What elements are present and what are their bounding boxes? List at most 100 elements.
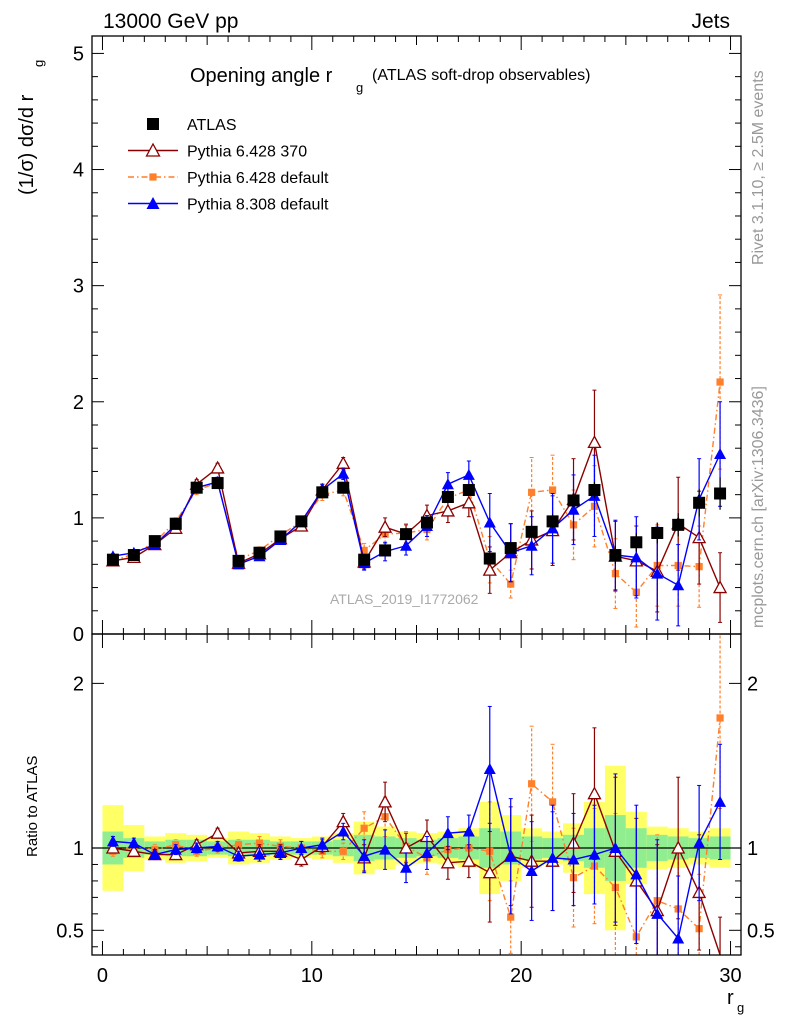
data-point (672, 518, 685, 531)
data-point (507, 913, 515, 921)
data-point (379, 843, 392, 855)
ratio-panel: 0 10 20 30 0.5 0.5 1 1 2 2 (56, 633, 775, 987)
data-point (714, 487, 727, 500)
main-ylabel: (1/σ) dσ/d r g (16, 60, 46, 195)
legend-label: Pythia 6.428 default (187, 170, 329, 187)
x-tick-label: 20 (510, 965, 532, 987)
data-point (360, 824, 368, 832)
data-point (630, 551, 643, 563)
data-point (630, 868, 643, 880)
series-line (112, 381, 721, 594)
data-point (232, 850, 245, 862)
data-point (169, 517, 182, 530)
legend-label: Pythia 8.308 default (187, 197, 329, 214)
mcplots-label: mcplots.cern.ch [arXiv:1306.3436] (750, 386, 767, 628)
data-point (482, 562, 497, 576)
ratio-y-tick-label-right: 1 (747, 838, 758, 860)
data-point (441, 478, 454, 490)
data-point (420, 516, 433, 529)
y-tick-label: 3 (73, 276, 84, 298)
data-point (693, 837, 706, 849)
data-point (337, 825, 350, 837)
legend-marker (146, 197, 160, 209)
data-point (672, 932, 685, 944)
data-point (127, 837, 140, 849)
data-point (671, 840, 686, 854)
ratio-ylabel: Ratio to ATLAS (24, 756, 41, 857)
x-tick-label: 10 (301, 965, 323, 987)
data-point (126, 843, 141, 857)
main-ylabel-sub: g (31, 60, 46, 67)
data-point (548, 486, 557, 494)
data-point (106, 835, 119, 847)
data-point (630, 536, 643, 549)
data-point (693, 496, 706, 509)
analysis-watermark: ATLAS_2019_I1772062 (330, 591, 479, 607)
data-point (210, 460, 225, 474)
data-point (462, 484, 475, 497)
data-point (378, 794, 393, 808)
data-point (211, 840, 224, 852)
data-point (714, 795, 727, 807)
data-point (253, 848, 266, 860)
main-title-sub: g (356, 80, 363, 95)
data-point (295, 515, 308, 528)
data-point (609, 549, 622, 562)
data-point (400, 539, 413, 551)
data-point (336, 455, 351, 469)
data-point (609, 842, 622, 853)
data-point (546, 851, 559, 863)
x-tick-label: 0 (97, 965, 108, 987)
series-line (112, 439, 721, 588)
data-point (588, 848, 601, 860)
data-point (462, 825, 475, 837)
main-title-suffix: (ATLAS soft-drop observables) (372, 67, 590, 84)
series-line (112, 453, 721, 587)
data-point (294, 852, 309, 866)
data-point (716, 378, 724, 386)
data-point (712, 580, 728, 594)
y-tick-label: 2 (73, 392, 84, 414)
xlabel-text: r (727, 987, 734, 1009)
main-title-text: Opening angle r (190, 65, 333, 87)
data-point (148, 535, 161, 548)
ratio-y-tick-label: 1 (73, 838, 84, 860)
data-point (358, 553, 371, 566)
data-point (255, 839, 264, 847)
y-tick-label: 0 (73, 624, 84, 646)
ratio-frame (91, 633, 742, 956)
data-point (234, 841, 243, 849)
data-point (461, 495, 476, 509)
data-point (400, 861, 413, 873)
data-point (148, 848, 161, 860)
data-point (190, 842, 203, 853)
ratio-y-tick-label-right: 2 (747, 673, 758, 695)
xlabel-sub: g (737, 1000, 744, 1015)
data-point (127, 549, 140, 562)
y-tick-label: 5 (73, 43, 84, 65)
data-point (358, 850, 371, 862)
data-point (106, 553, 119, 566)
data-point (337, 467, 350, 479)
data-point (339, 847, 347, 855)
data-point (525, 865, 538, 877)
data-point (651, 907, 664, 919)
data-point (253, 546, 266, 559)
main-panel: 0 1 2 3 4 5 (73, 35, 742, 646)
data-point (441, 827, 454, 839)
legend-marker (147, 118, 159, 130)
data-point (337, 481, 350, 494)
data-point (588, 484, 601, 497)
data-point (482, 865, 497, 879)
data-point (105, 840, 121, 854)
ratio-y-tick-label: 2 (73, 673, 84, 695)
y-tick-label: 1 (73, 508, 84, 530)
data-point (483, 516, 496, 528)
data-point (525, 539, 538, 551)
data-point (716, 714, 724, 722)
data-point (567, 503, 580, 515)
data-point (651, 526, 664, 539)
header-right: Jets (691, 10, 730, 33)
data-point (651, 567, 664, 579)
